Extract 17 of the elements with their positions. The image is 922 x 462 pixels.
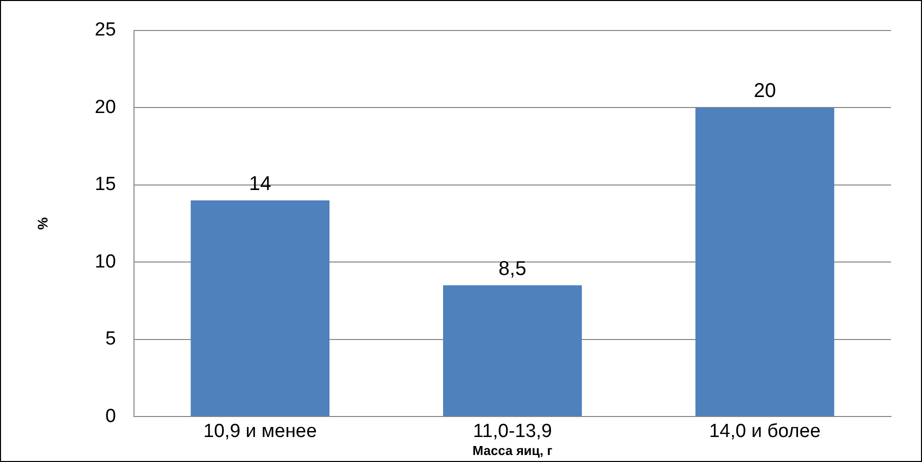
y-tick-label: 15 [94, 174, 116, 196]
y-tick-label: 10 [94, 251, 116, 272]
bar [695, 108, 834, 416]
y-tick-label: 20 [94, 96, 116, 118]
y-tick-label: 5 [105, 328, 116, 350]
x-tick-label: 11,0-13,9 [473, 421, 552, 442]
y-tick-label: 0 [105, 406, 116, 427]
data-label: 14 [248, 172, 272, 195]
x-tick-label: 14,0 и более [709, 421, 821, 442]
x-tick-label: 10,9 и менее [203, 421, 317, 442]
x-axis-title: Масса яиц, г [472, 442, 553, 458]
y-tick-label: 25 [94, 20, 116, 41]
bar [190, 200, 330, 416]
y-axis-title: % [34, 216, 50, 230]
data-label: 20 [754, 80, 776, 102]
bar [443, 285, 582, 416]
data-label: 8,5 [498, 258, 526, 280]
